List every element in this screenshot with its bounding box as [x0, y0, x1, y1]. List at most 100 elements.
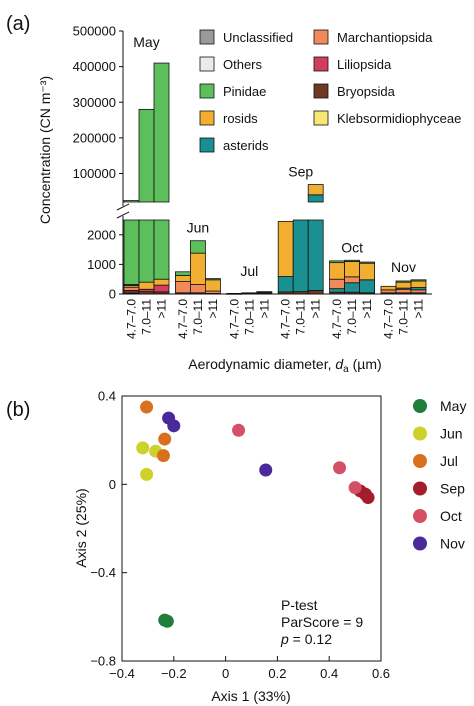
bar-segment-nov-7-0-11-marchantiopsida: [395, 288, 412, 294]
x-axis-label-a-unit: (µm): [353, 356, 382, 372]
panel-b: (b) −0.4 −0.2 0 0.2 0.4 0.60.40−0.4−0.8 MayJu…: [6, 389, 466, 705]
ptest-title: P-test: [281, 597, 318, 613]
bar-segment-upper-may-4-7-7-0-pinidae: [123, 200, 140, 203]
bar-segment-nov-4-7-7-0-marchantiopsida: [380, 289, 397, 294]
bar-segment-oct-7-0-11-marchantiopsida: [344, 276, 361, 284]
bar-segment-nov-7-0-11-rosids: [395, 281, 412, 289]
legend-swatch-klebsormidiophyceae: [313, 110, 329, 126]
legend-marker-jul: [413, 454, 427, 468]
month-labels: May Jun Jul Sep Oct Nov: [133, 34, 416, 279]
legend-item-others: Others: [199, 56, 263, 72]
legend-item-liliopsida: Liliopsida: [313, 56, 392, 72]
bar-segment-may-11-liliopsida: [153, 284, 170, 293]
y-ticks-a: 0 1000 2000 100000 200000 300000 400000 500000: [73, 24, 123, 302]
x-tick-label-sep-4-7-7-0: 4.7–7.0: [279, 299, 293, 339]
legend-item-marchantiopsida: Marchantiopsida: [313, 29, 433, 45]
legend-marker-nov: [413, 536, 427, 551]
bar-segment-jun-4-7-7-0-pinidae: [174, 271, 191, 276]
bar-segment-jun-7-0-11-marchantiopsida: [189, 284, 206, 294]
legend-item-pinidae: Pinidae: [199, 83, 266, 99]
x-tick-label-may-11: >11: [155, 299, 169, 319]
bar-segment-nov-7-0-11-pinidae: [395, 280, 412, 283]
bar-segment-oct-4-7-7-0-marchantiopsida: [329, 278, 346, 290]
x-tick-label-jul-11: >11: [257, 299, 271, 319]
legend-label-b-sep: Sep: [440, 481, 465, 497]
legend-item-unclassified: Unclassified: [199, 29, 293, 45]
legend-label-b-jul: Jul: [440, 453, 458, 469]
x-tick-label-b-2: 0: [222, 666, 229, 681]
legend-swatch-marchantiopsida: [313, 29, 329, 45]
bar-segment-may-4-7-7-0-marchantiopsida: [123, 286, 140, 291]
bar-segment-may-11-rosids: [153, 278, 170, 286]
x-tick-label-b-3: 0.2: [268, 666, 286, 681]
legend-item-rosids: rosids: [199, 110, 258, 126]
bar-segment-upper-may-7-0-11-pinidae: [138, 108, 155, 203]
x-tick-label-may-7-0-11: 7.0–11: [140, 299, 154, 335]
point-oct-0: [232, 423, 246, 437]
axis-break-mark-upper: [116, 203, 130, 211]
x-axis-label-b: Axis 1 (33%): [211, 688, 290, 704]
bar-segment-upper-sep-11-rosids: [307, 184, 324, 196]
month-label-nov: Nov: [391, 259, 416, 275]
panel-a-label: (a): [6, 13, 30, 35]
axes-a: [116, 31, 432, 295]
bar-segment-sep-11-bryopsida: [307, 290, 324, 295]
x-tick-label-b-1: −0.2: [161, 666, 187, 681]
legend-label-others: Others: [223, 57, 263, 72]
y-tick-label-100000: 100000: [73, 166, 116, 181]
y-tick-label-2000: 2000: [87, 227, 116, 242]
x-tick-label-may-4-7-7-0: 4.7–7.0: [125, 299, 139, 339]
ptest-p-symbol: p: [280, 631, 289, 647]
y-tick-label-b-3: −0.8: [90, 654, 116, 669]
legend-label-b-jun: Jun: [440, 426, 463, 442]
bar-segment-jun-4-7-7-0-rosids: [174, 274, 191, 282]
x-tick-label-jun-4-7-7-0: 4.7–7.0: [176, 299, 190, 339]
y-tick-label-300000: 300000: [73, 95, 116, 110]
legend-marker-may: [413, 399, 427, 413]
panel-b-label: (b): [6, 399, 30, 421]
y-tick-label-400000: 400000: [73, 59, 116, 74]
legend-swatch-liliopsida: [313, 56, 329, 72]
legend-label-b-oct: Oct: [440, 508, 462, 524]
legend-item-b-jun: Jun: [413, 426, 463, 442]
x-tick-label-jun-11: >11: [206, 299, 220, 319]
legend-item-bryopsida: Bryopsida: [313, 83, 396, 99]
legend-swatch-asterids: [199, 137, 215, 153]
y-tick-label-200000: 200000: [73, 130, 116, 145]
legend-label-rosids: rosids: [223, 111, 258, 126]
legend-b: May Jun Jul Sep Oct Nov: [413, 398, 466, 552]
bar-segment-jul-11-unclassified: [256, 291, 273, 293]
legend-label-klebsormidiophyceae: Klebsormidiophyceae: [337, 111, 461, 126]
point-jun-0: [136, 441, 150, 455]
y-tick-label-500000: 500000: [73, 24, 116, 39]
bar-segment-oct-7-0-11-asterids: [344, 282, 361, 293]
y-tick-label-0: 0: [109, 287, 116, 302]
bar-segment-may-4-7-7-0-pinidae: [123, 219, 140, 285]
bar-segment-sep-11-asterids: [307, 219, 324, 291]
bar-segment-may-11-pinidae: [153, 219, 170, 280]
x-tick-label-b-5: 0.6: [372, 666, 390, 681]
bar-segment-oct-4-7-7-0-rosids: [329, 262, 346, 280]
point-may-1: [160, 614, 174, 628]
bar-segment-jul-7-0-11-rosids: [241, 292, 258, 294]
ticks-b: −0.4 −0.2 0 0.2 0.4 0.60.40−0.4−0.8: [90, 389, 390, 682]
bar-segment-sep-7-0-11-asterids: [292, 219, 309, 293]
bar-segment-upper-may-11-pinidae: [153, 62, 170, 203]
bar-segment-oct-11-rosids: [359, 262, 376, 281]
bar-segment-jun-7-0-11-rosids: [189, 252, 206, 285]
bar-segment-upper-sep-11-asterids: [307, 194, 324, 203]
bar-segment-oct-11-asterids: [359, 279, 376, 294]
bar-segment-oct-4-7-7-0-pinidae: [329, 260, 346, 264]
legend-marker-sep: [413, 481, 427, 496]
bar-segment-may-7-0-11-rosids: [138, 281, 155, 290]
x-axis-label-a-var: d: [335, 356, 344, 372]
x-tick-label-oct-4-7-7-0: 4.7–7.0: [330, 299, 344, 339]
bar-segment-oct-4-7-7-0-asterids: [329, 288, 346, 293]
legend-swatch-others: [199, 56, 215, 72]
ptest-p-rest: = 0.12: [289, 631, 332, 647]
y-axis-label-a: Concentration (CN m⁻³): [37, 76, 53, 224]
point-jul-1: [158, 432, 172, 446]
x-tick-label-nov-7-0-11: 7.0–11: [397, 299, 411, 335]
x-tick-label-nov-11: >11: [412, 299, 426, 319]
legend-label-b-may: May: [440, 398, 466, 414]
